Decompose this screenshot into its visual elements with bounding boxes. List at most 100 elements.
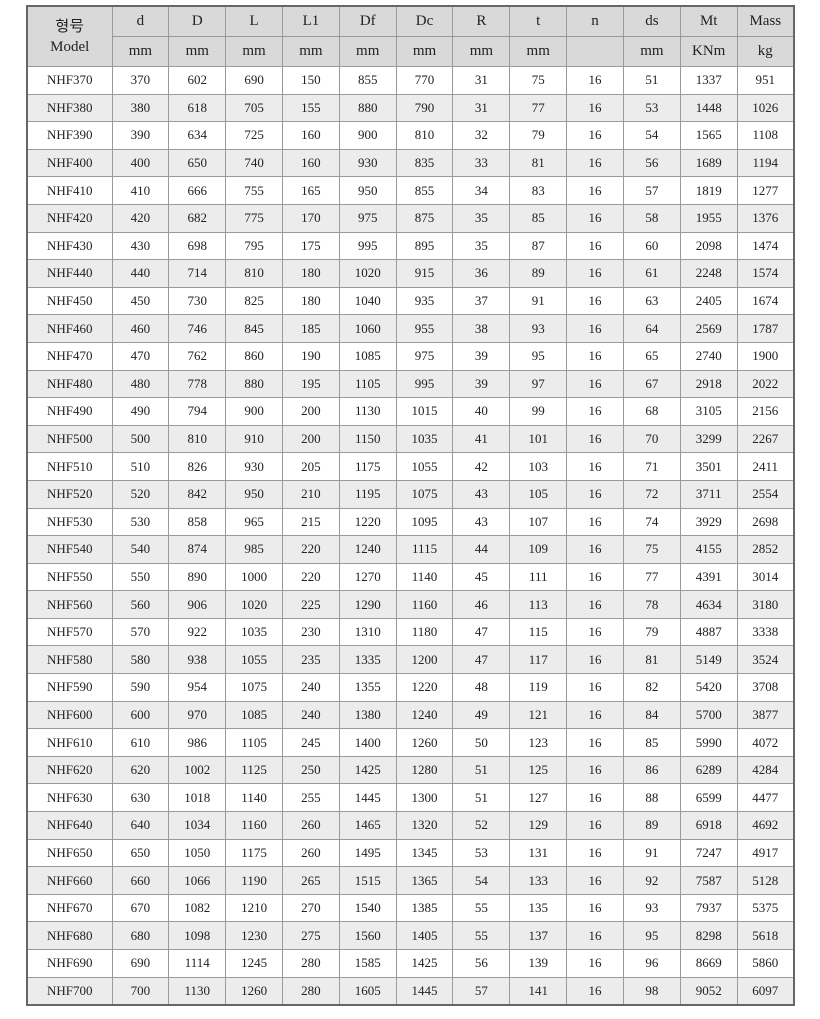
value-cell: 215 (281, 507, 340, 537)
value-cell: 3180 (736, 590, 795, 619)
value-cell: 16 (566, 479, 624, 509)
value-cell: 1900 (736, 341, 795, 371)
value-cell: 81 (622, 645, 681, 675)
value-cell: 922 (168, 617, 227, 647)
value-cell: 1075 (395, 479, 454, 509)
value-cell: 91 (509, 286, 568, 316)
value-cell: 4887 (679, 617, 738, 647)
value-cell: 43 (452, 479, 511, 509)
value-cell: 858 (168, 507, 227, 537)
model-cell: NHF450 (26, 286, 113, 316)
value-cell: 1220 (395, 673, 454, 702)
value-cell: 1565 (679, 121, 738, 150)
value-cell: 89 (622, 811, 681, 840)
value-cell: 1574 (736, 259, 795, 288)
value-cell: 1066 (168, 866, 227, 895)
value-cell: 4634 (679, 590, 738, 619)
value-cell: 16 (566, 369, 624, 399)
value-cell: 35 (452, 203, 511, 233)
value-cell: 65 (622, 341, 681, 371)
table-body: NHF370 370 602 690 150 855 770 31 75 16 51 1337 951 N… (26, 66, 795, 1006)
table-row: NHF580 580 938 1055 235 1335 1200 47 117 16 81 5149… (26, 645, 795, 675)
table-row: NHF530 530 858 965 215 1220 1095 43 107 16 74 3929 2… (26, 507, 795, 537)
value-cell: 3105 (679, 397, 738, 426)
value-cell: 1098 (168, 921, 227, 950)
value-cell: 93 (622, 893, 681, 923)
table-row: NHF430 430 698 795 175 995 895 35 87 16 60 2098 1474 (26, 231, 795, 261)
value-cell: 4284 (736, 755, 795, 785)
value-cell: 3929 (679, 507, 738, 537)
value-cell: 825 (225, 286, 283, 316)
model-header: 형号 Model (26, 5, 113, 67)
value-cell: 85 (509, 203, 568, 233)
value-cell: 6599 (679, 783, 738, 813)
value-cell: 31 (452, 66, 511, 95)
value-cell: 47 (452, 645, 511, 675)
value-cell: 255 (281, 783, 340, 813)
value-cell: 746 (168, 314, 227, 343)
table-row: NHF640 640 1034 1160 260 1465 1320 52 129 16 89 691… (26, 811, 795, 840)
value-cell: 54 (452, 866, 511, 895)
value-cell: 1540 (338, 893, 397, 923)
table-row: NHF440 440 714 810 180 1020 915 36 89 16 61 2248 157… (26, 259, 795, 288)
value-cell: 16 (566, 424, 624, 454)
value-cell: 117 (509, 645, 568, 675)
value-cell: 954 (168, 673, 227, 702)
model-cell: NHF540 (26, 535, 113, 564)
value-cell: 190 (281, 341, 340, 371)
value-cell: 53 (452, 838, 511, 868)
value-cell: 125 (509, 755, 568, 785)
value-cell: 265 (281, 866, 340, 895)
column-header: Dc (395, 5, 454, 37)
value-cell: 1515 (338, 866, 397, 895)
value-cell: 210 (281, 479, 340, 509)
value-cell: 131 (509, 838, 568, 868)
value-cell: 5700 (679, 700, 738, 730)
value-cell: 275 (281, 921, 340, 950)
value-cell: 875 (395, 203, 454, 233)
value-cell: 46 (452, 590, 511, 619)
value-cell: 16 (566, 66, 624, 95)
value-cell: 72 (622, 479, 681, 509)
table-row: NHF470 470 762 860 190 1085 975 39 95 16 65 2740 190… (26, 341, 795, 371)
value-cell: 2156 (736, 397, 795, 426)
table-row: NHF650 650 1050 1175 260 1495 1345 53 131 16 91 724… (26, 838, 795, 868)
value-cell: 938 (168, 645, 227, 675)
table-row: NHF690 690 1114 1245 280 1585 1425 56 139 16 96 866… (26, 949, 795, 978)
value-cell: 810 (168, 424, 227, 454)
table-row: NHF560 560 906 1020 225 1290 1160 46 113 16 78 4634… (26, 590, 795, 619)
value-cell: 85 (622, 728, 681, 757)
unit-header: KNm (679, 36, 738, 67)
value-cell: 775 (225, 203, 283, 233)
unit-header: mm (452, 36, 511, 67)
value-cell: 690 (225, 66, 283, 95)
table-row: NHF550 550 890 1000 220 1270 1140 45 111 16 77 4391… (26, 562, 795, 592)
model-cell: NHF590 (26, 673, 113, 702)
value-cell: 111 (509, 562, 568, 592)
value-cell: 1150 (338, 424, 397, 454)
value-cell: 3501 (679, 452, 738, 481)
value-cell: 79 (509, 121, 568, 150)
model-cell: NHF650 (26, 838, 113, 868)
value-cell: 48 (452, 673, 511, 702)
unit-header (566, 36, 624, 67)
value-cell: 951 (736, 66, 795, 95)
value-cell: 370 (111, 66, 170, 95)
column-header: t (509, 5, 568, 37)
value-cell: 1020 (225, 590, 283, 619)
value-cell: 127 (509, 783, 568, 813)
value-cell: 1280 (395, 755, 454, 785)
value-cell: 54 (622, 121, 681, 150)
value-cell: 1240 (395, 700, 454, 730)
table-row: NHF570 570 922 1035 230 1310 1180 47 115 16 79 4887… (26, 617, 795, 647)
value-cell: 6289 (679, 755, 738, 785)
value-cell: 16 (566, 148, 624, 178)
value-cell: 1310 (338, 617, 397, 647)
value-cell: 78 (622, 590, 681, 619)
value-cell: 1445 (338, 783, 397, 813)
model-cell: NHF390 (26, 121, 113, 150)
value-cell: 935 (395, 286, 454, 316)
value-cell: 16 (566, 700, 624, 730)
value-cell: 5860 (736, 949, 795, 978)
value-cell: 3711 (679, 479, 738, 509)
